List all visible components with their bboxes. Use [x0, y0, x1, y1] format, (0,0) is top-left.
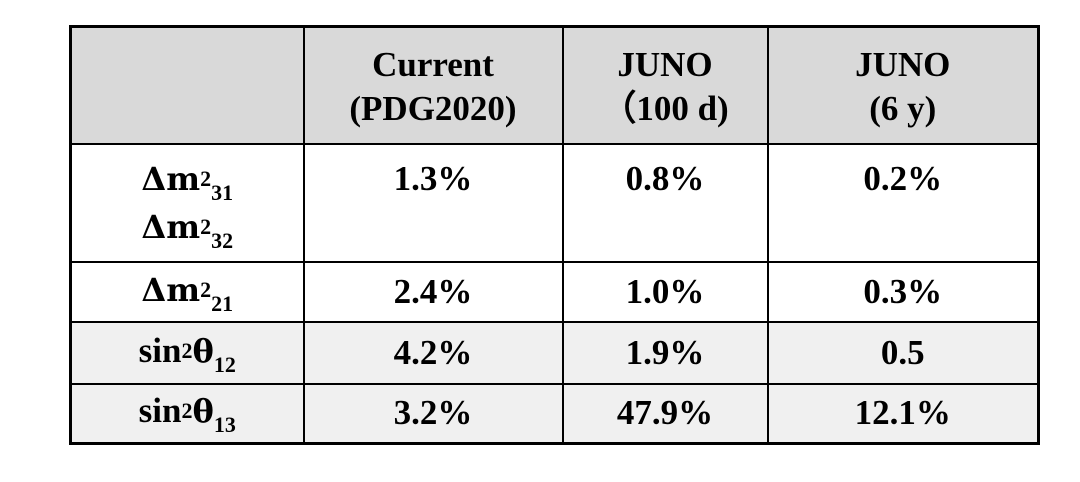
- value-juno-100d: 0.8%: [561, 142, 769, 263]
- header-cell-current: Current (PDG2020): [302, 25, 564, 145]
- value-juno-6y: 0.5: [766, 320, 1040, 385]
- param-sin2-theta12: sin2θ12: [138, 330, 236, 377]
- param-cell: sin2θ13: [69, 382, 305, 445]
- value-juno-100d: 1.0%: [561, 260, 769, 323]
- precision-table: Current (PDG2020) JUNO （100 d) JUNO (6 y…: [69, 25, 1040, 445]
- param-dm2-32: Δm232: [141, 207, 234, 253]
- header-current-source: (PDG2020): [349, 89, 517, 129]
- param-cell: sin2θ12: [69, 320, 305, 385]
- header-juno-6y-period: (6 y): [869, 89, 937, 129]
- value-juno-100d: 47.9%: [561, 382, 769, 445]
- table-row: sin2θ13 3.2% 47.9% 12.1%: [69, 382, 1040, 445]
- header-cell-empty: [69, 25, 305, 145]
- value-juno-6y: 12.1%: [766, 382, 1040, 445]
- header-juno-6y-label: JUNO: [855, 45, 951, 85]
- header-current-label: Current: [372, 45, 494, 85]
- table-row: sin2θ12 4.2% 1.9% 0.5: [69, 320, 1040, 385]
- header-cell-juno-100d: JUNO （100 d): [561, 25, 769, 145]
- table-row: Δm221 2.4% 1.0% 0.3%: [69, 260, 1040, 323]
- value-current: 3.2%: [302, 382, 564, 445]
- param-cell: Δm221: [69, 260, 305, 323]
- value-juno-6y: 0.3%: [766, 260, 1040, 323]
- header-juno-100d-period: （100 d): [601, 89, 729, 129]
- value-current: 1.3%: [302, 142, 564, 263]
- header-juno-100d-label: JUNO: [617, 45, 713, 85]
- table-row: Δm231 Δm232 1.3% 0.8% 0.2%: [69, 142, 1040, 263]
- header-row: Current (PDG2020) JUNO （100 d) JUNO (6 y…: [69, 25, 1040, 145]
- value-juno-6y: 0.2%: [766, 142, 1040, 263]
- param-sin2-theta13: sin2θ13: [138, 391, 236, 438]
- header-cell-juno-6y: JUNO (6 y): [766, 25, 1040, 145]
- param-dm2-31: Δm231: [141, 159, 234, 205]
- param-cell: Δm231 Δm232: [69, 142, 305, 263]
- value-current: 2.4%: [302, 260, 564, 323]
- value-current: 4.2%: [302, 320, 564, 385]
- value-juno-100d: 1.9%: [561, 320, 769, 385]
- param-dm2-21: Δm221: [141, 270, 234, 316]
